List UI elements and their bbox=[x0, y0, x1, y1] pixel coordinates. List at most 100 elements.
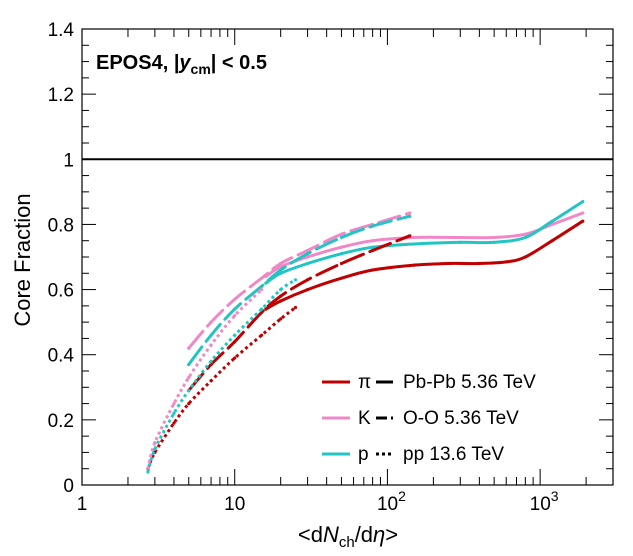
series-point-p bbox=[279, 271, 283, 275]
series-line-p-pb-pb bbox=[264, 200, 585, 285]
series-point-p bbox=[492, 240, 496, 244]
series-point-K bbox=[412, 235, 416, 240]
series-point-pi bbox=[523, 255, 527, 259]
series-point-K bbox=[305, 248, 310, 253]
series-point-p bbox=[408, 214, 412, 218]
legend-label-dotted: pp 13.6 TeV bbox=[403, 444, 504, 465]
series-point-K bbox=[550, 222, 554, 227]
legend-label-pi: π bbox=[358, 372, 371, 393]
series-point-K bbox=[339, 232, 344, 236]
legend-label-p: p bbox=[358, 444, 369, 465]
series-point-K bbox=[458, 235, 462, 240]
y-tick-label: 0.4 bbox=[48, 346, 75, 367]
series-point-p bbox=[412, 242, 416, 246]
series-point-p bbox=[339, 252, 344, 256]
series-point-pi bbox=[209, 379, 213, 383]
series-point-pi bbox=[233, 356, 237, 360]
x-tick-label: 103 bbox=[530, 488, 559, 515]
series-point-pi bbox=[371, 248, 375, 253]
y-tick-label: 0.2 bbox=[48, 411, 74, 432]
series-point-K bbox=[172, 401, 176, 406]
series-point-pi bbox=[279, 299, 283, 303]
series-point-K bbox=[279, 261, 283, 266]
series-point-K bbox=[233, 314, 237, 318]
x-tick-label: 1 bbox=[77, 494, 88, 515]
series-point-K bbox=[408, 211, 412, 215]
series-point-pi bbox=[504, 260, 508, 264]
series-point-pi bbox=[279, 294, 283, 298]
x-tick-label: 102 bbox=[377, 488, 406, 515]
series-point-pi bbox=[293, 305, 298, 310]
series-point-p bbox=[581, 200, 585, 204]
series-point-p bbox=[260, 284, 264, 288]
series-point-K bbox=[279, 265, 283, 269]
series-point-p bbox=[172, 411, 176, 415]
series-point-pi bbox=[264, 307, 268, 311]
series-point-K bbox=[523, 232, 527, 236]
series-point-pi bbox=[581, 219, 585, 223]
series-point-K bbox=[209, 343, 213, 347]
y-tick-label: 0.8 bbox=[48, 215, 74, 236]
series-point-pi bbox=[305, 278, 310, 282]
series-point-pi bbox=[339, 261, 344, 266]
y-axis-label: Core Fraction bbox=[10, 193, 35, 326]
series-point-p bbox=[371, 224, 375, 228]
x-tick-label: 10 bbox=[224, 494, 245, 515]
series-point-pi bbox=[233, 340, 237, 344]
y-tick-label: 0 bbox=[63, 476, 74, 497]
series-point-pi bbox=[187, 401, 191, 406]
series-point-pi bbox=[305, 287, 310, 292]
series-point-K bbox=[371, 239, 375, 243]
series-point-p bbox=[187, 362, 191, 367]
legend-label-dashed: O-O 5.36 TeV bbox=[403, 408, 519, 429]
series-point-K bbox=[305, 255, 310, 259]
series-point-K bbox=[233, 297, 237, 301]
series-line-K-pp bbox=[146, 288, 263, 470]
series-point-pi bbox=[371, 268, 375, 272]
series-point-pi bbox=[412, 263, 416, 267]
legend-label-K: K bbox=[358, 408, 371, 429]
series-point-p bbox=[293, 278, 298, 282]
series-point-pi bbox=[279, 317, 283, 321]
series-point-p bbox=[279, 287, 283, 292]
series-point-p bbox=[209, 333, 213, 337]
series-point-K bbox=[581, 211, 585, 215]
series-point-p bbox=[153, 447, 157, 451]
series-point-pi bbox=[408, 234, 412, 238]
series-point-p bbox=[233, 333, 237, 337]
series-point-p bbox=[458, 240, 462, 244]
series-point-pi bbox=[550, 239, 554, 243]
y-tick-label: 0.6 bbox=[48, 281, 74, 302]
chart-annotation: EPOS4, |ycm| < 0.5 bbox=[96, 52, 267, 77]
series-point-K bbox=[339, 245, 344, 249]
plot-frame bbox=[81, 28, 614, 486]
series-point-p bbox=[187, 388, 191, 393]
series-line-K-o-o bbox=[187, 211, 412, 350]
series-point-p bbox=[209, 359, 213, 363]
series-point-p bbox=[233, 307, 237, 311]
series-point-pi bbox=[477, 261, 481, 266]
series-point-K bbox=[260, 287, 264, 292]
series-point-K bbox=[153, 441, 157, 445]
series-point-K bbox=[187, 375, 191, 380]
series-point-K bbox=[187, 346, 191, 350]
legend: πKp Pb-Pb 5.36 TeV O-O 5.36 TeV pp 13.6 TeV bbox=[322, 372, 536, 465]
series-point-p bbox=[371, 245, 375, 249]
series-point-p bbox=[305, 252, 310, 256]
series-line-p-o-o bbox=[187, 214, 412, 366]
series-layer bbox=[146, 200, 585, 474]
series-point-pi bbox=[260, 333, 264, 337]
series-point-pi bbox=[339, 276, 344, 280]
series-point-K bbox=[492, 235, 496, 240]
series-line-p-pp bbox=[146, 278, 297, 473]
legend-label-solid: Pb-Pb 5.36 TeV bbox=[403, 372, 536, 393]
series-point-pi bbox=[172, 421, 176, 425]
x-tick-labels: 1 10 102 103 bbox=[77, 488, 559, 515]
series-point-p bbox=[260, 307, 264, 311]
series-line-pi-pb-pb bbox=[264, 219, 585, 311]
series-point-p bbox=[279, 268, 283, 272]
series-point-p bbox=[146, 470, 150, 474]
y-tick-label: 1.2 bbox=[48, 85, 74, 106]
series-point-p bbox=[550, 219, 554, 223]
